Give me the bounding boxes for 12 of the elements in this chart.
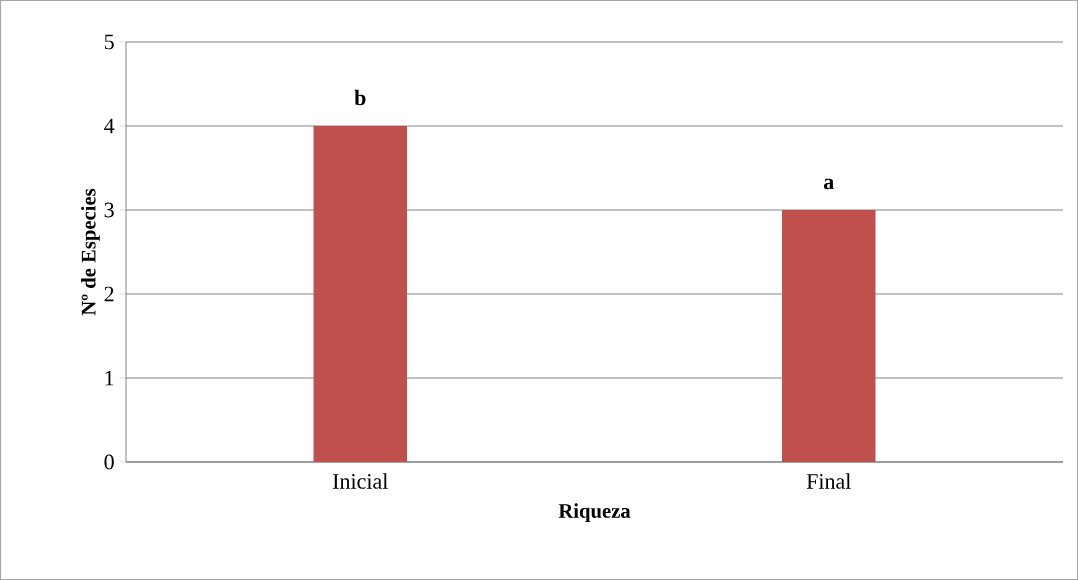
x-tick-label: Final [806, 473, 851, 489]
y-tick-label: 2 [104, 286, 114, 302]
y-tick-label: 3 [104, 202, 114, 218]
y-tick-label: 0 [104, 454, 114, 470]
x-tick-label: Inicial [332, 473, 388, 489]
y-tick-label: 5 [104, 34, 114, 50]
y-axis-title: Nº de Especies [81, 188, 100, 316]
annotation: a [823, 178, 834, 190]
x-axis-title: Riqueza [558, 503, 631, 523]
annotation: b [354, 89, 366, 106]
y-tick-label: 1 [105, 370, 114, 386]
y-tick-label: 4 [104, 118, 115, 134]
